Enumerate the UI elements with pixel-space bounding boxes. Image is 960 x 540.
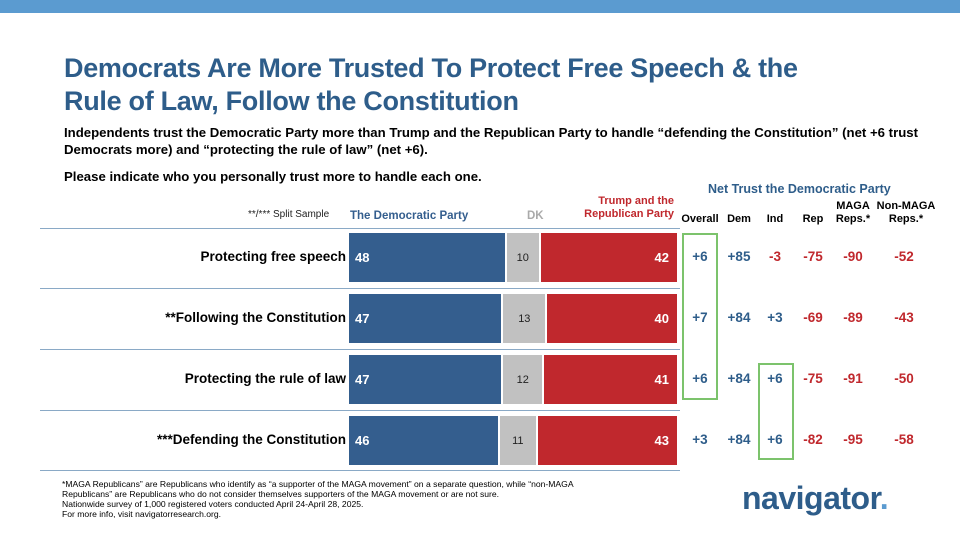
bar-dk: 11 [500, 416, 536, 465]
bar-dk: 12 [503, 355, 543, 404]
title-line-2: Rule of Law, Follow the Constitution [64, 86, 519, 116]
legend-democratic-party: The Democratic Party [350, 210, 469, 222]
net-trust-value: -82 [803, 432, 823, 447]
net-trust-value: -95 [843, 432, 863, 447]
row-divider [40, 349, 680, 350]
title-line-1: Democrats Are More Trusted To Protect Fr… [64, 53, 798, 83]
row-label: ***Defending the Constitution [157, 432, 346, 447]
net-trust-value: +3 [692, 432, 708, 447]
legend-dk: DK [527, 210, 544, 222]
net-trust-value: -89 [843, 310, 863, 325]
net-trust-value: +85 [727, 249, 751, 264]
legend-trump-republican: Trump and the Republican Party [584, 195, 674, 220]
net-trust-value: -69 [803, 310, 823, 325]
net-trust-title: Net Trust the Democratic Party [708, 182, 891, 196]
row-label: Protecting the rule of law [184, 371, 346, 386]
col-header-overall: Overall [681, 213, 719, 225]
bar-democratic: 47 [349, 355, 502, 404]
bar-dk: 13 [503, 294, 546, 343]
bar-republican: 40 [547, 294, 677, 343]
logo-text: navigator [742, 480, 880, 516]
footnote-line: Republicans” are Republicans who do not … [62, 489, 500, 499]
row-divider [40, 470, 680, 471]
bar-republican: 42 [540, 233, 677, 282]
net-trust-value: -58 [894, 432, 914, 447]
net-trust-value: -50 [894, 371, 914, 386]
top-accent-bar [0, 0, 960, 13]
net-trust-value: +6 [767, 432, 783, 447]
net-trust-value: +6 [692, 371, 708, 386]
net-trust-value: +7 [692, 310, 708, 325]
page-title: Democrats Are More Trusted To Protect Fr… [64, 52, 924, 118]
net-trust-value: -90 [843, 249, 863, 264]
bar-democratic: 46 [349, 416, 499, 465]
bar-democratic: 47 [349, 294, 502, 343]
row-label: Protecting free speech [200, 249, 346, 264]
net-trust-value: +84 [727, 432, 751, 447]
col-header-maga: MAGA Reps.* [835, 200, 871, 225]
logo-dot: . [879, 480, 889, 516]
net-trust-value: -3 [768, 249, 781, 264]
highlight-box-overall [682, 233, 718, 400]
net-trust-value: -91 [843, 371, 863, 386]
row-divider [40, 228, 680, 229]
bar-republican: 41 [544, 355, 677, 404]
row-divider [40, 410, 680, 411]
col-header-dem: Dem [727, 213, 751, 225]
row-divider [40, 288, 680, 289]
net-trust-value: +3 [767, 310, 783, 325]
footnote-line: For more info, visit navigatorresearch.o… [62, 509, 222, 519]
bar-democratic: 48 [349, 233, 505, 282]
footnote-line: *MAGA Republicans” are Republicans who i… [62, 479, 574, 489]
subtitle: Independents trust the Democratic Party … [64, 125, 918, 157]
row-label: **Following the Constitution [165, 310, 346, 325]
navigator-logo: navigator. [742, 480, 889, 517]
net-trust-value: +6 [692, 249, 708, 264]
footnote-line: Nationwide survey of 1,000 registered vo… [62, 499, 364, 509]
col-header-non-maga: Non-MAGA Reps.* [876, 200, 936, 225]
net-trust-value: +84 [727, 371, 751, 386]
net-trust-value: -52 [894, 249, 914, 264]
split-sample-note: **/*** Split Sample [248, 209, 330, 220]
highlight-box-ind [758, 363, 794, 460]
net-trust-value: -43 [894, 310, 914, 325]
col-header-ind: Ind [766, 213, 784, 225]
footnote: *MAGA Republicans” are Republicans who i… [62, 479, 662, 519]
net-trust-value: +6 [767, 371, 783, 386]
bar-republican: 43 [537, 416, 677, 465]
col-header-rep: Rep [802, 213, 824, 225]
question-text: Please indicate who you personally trust… [64, 169, 482, 184]
net-trust-value: +84 [727, 310, 751, 325]
net-trust-value: -75 [803, 371, 823, 386]
net-trust-value: -75 [803, 249, 823, 264]
bar-dk: 10 [506, 233, 539, 282]
